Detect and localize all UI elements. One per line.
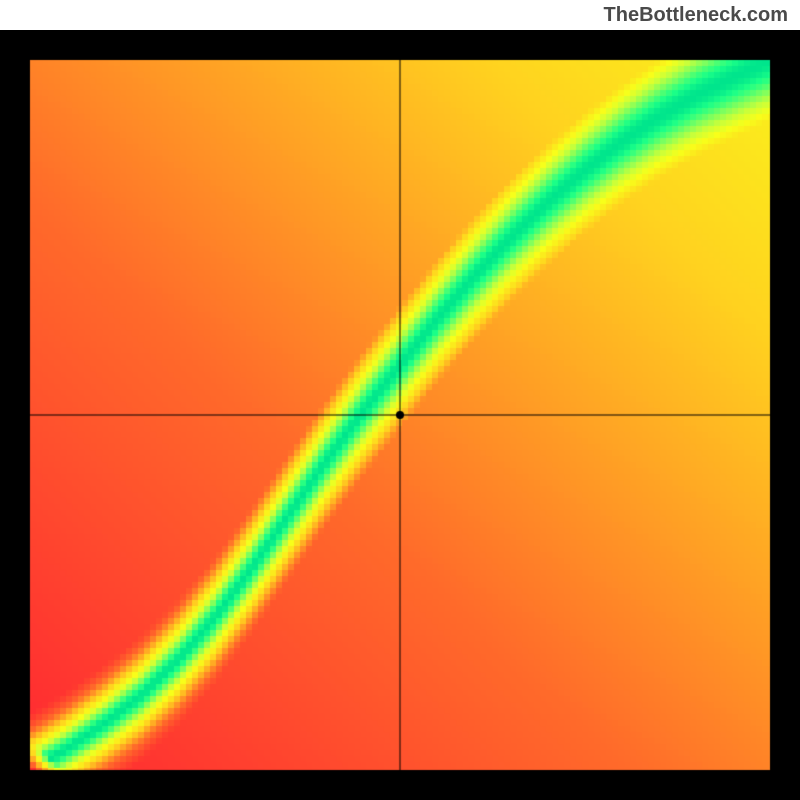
watermark-text: TheBottleneck.com [604, 4, 788, 27]
heatmap-canvas [0, 30, 800, 800]
bottleneck-heatmap [0, 30, 800, 800]
